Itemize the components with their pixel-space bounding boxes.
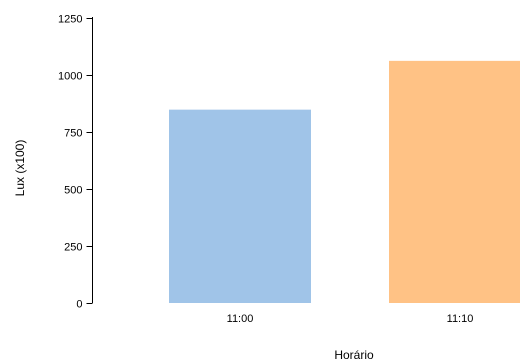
y-tick-label: 0: [76, 299, 82, 311]
y-axis-title: Lux (x100): [13, 140, 27, 197]
y-tick-label: 1000: [58, 71, 82, 83]
x-tick-label: 11:10: [447, 313, 474, 325]
bar-1110: [389, 60, 520, 303]
x-axis-title: Horário: [334, 348, 374, 362]
y-tick-label: 500: [64, 185, 82, 197]
y-tick-label: 250: [64, 242, 82, 254]
y-tick-label: 1250: [58, 14, 82, 26]
x-tick-label: 11:00: [227, 313, 254, 325]
y-axis-ticks: 0 250 500 750 1000 1250: [58, 14, 93, 311]
bar-1100: [169, 109, 311, 303]
x-axis-ticks: 11:00 11:10: [227, 313, 474, 325]
bars: [169, 60, 520, 303]
y-tick-label: 750: [64, 128, 82, 140]
